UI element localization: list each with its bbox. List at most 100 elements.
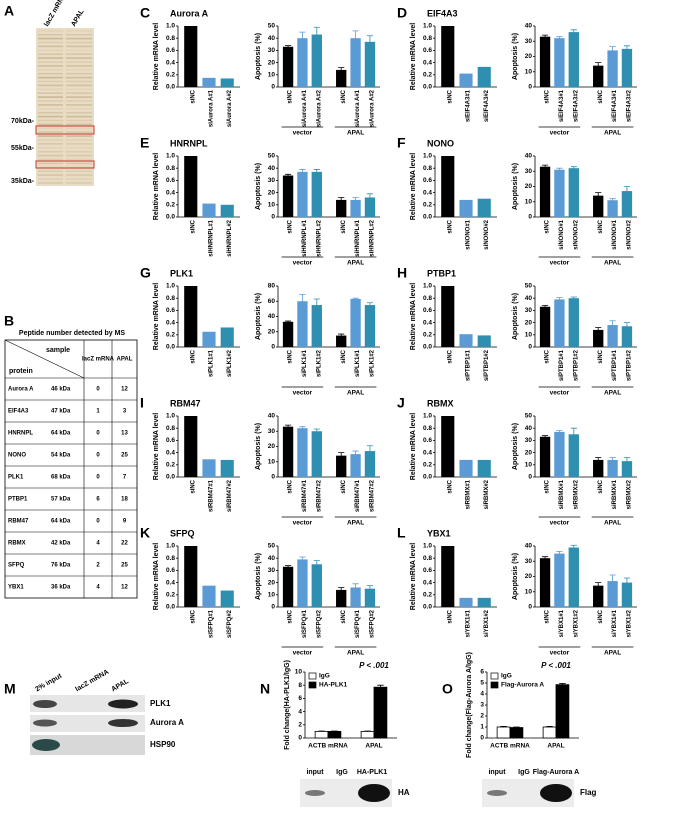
gel-band — [38, 178, 63, 180]
x-tick-label: siNC — [598, 609, 604, 623]
gel-band — [38, 84, 63, 87]
gel-band — [38, 92, 63, 94]
error-bar — [366, 445, 374, 457]
gel-band — [38, 119, 63, 122]
error-bar — [299, 293, 306, 309]
gel-band — [66, 154, 92, 157]
x-tick-label: siEIF4A3#1 — [559, 89, 565, 122]
bar — [220, 459, 234, 477]
y-tick-label: 0.0 — [423, 84, 432, 91]
bar — [539, 166, 551, 217]
error-bar — [318, 730, 325, 732]
x-tick-label: siPTBP1#1 — [559, 349, 565, 381]
x-tick-label: siPLK1#2 — [227, 349, 233, 377]
table-cell: PLK1 — [8, 475, 24, 481]
table-cell: 2 — [96, 563, 100, 569]
bar — [621, 582, 633, 607]
gel-band — [66, 139, 92, 141]
bar — [336, 69, 347, 87]
gel-band — [38, 72, 63, 75]
gel-band — [66, 135, 92, 137]
bar — [327, 731, 342, 739]
bar — [621, 461, 633, 477]
y-tick-label: 1.0 — [166, 153, 175, 160]
table-header: lacZ mRNA — [82, 357, 115, 363]
bar — [220, 327, 234, 347]
x-tick-label: siYBX1#1 — [612, 609, 618, 637]
legend-swatch — [490, 681, 499, 689]
error-bar — [623, 322, 631, 330]
bar — [282, 321, 294, 347]
x-tick-label: siPLK1#2 — [370, 349, 376, 377]
x-tick-label: siNC — [288, 349, 294, 363]
lane-label: APAL — [110, 678, 130, 694]
x-tick-label: siNC — [190, 89, 196, 103]
bar — [509, 727, 524, 739]
gel-band — [66, 100, 92, 102]
panel-label: A — [4, 3, 14, 19]
band — [487, 790, 507, 796]
table-cell: 36 kDa — [51, 585, 71, 591]
error-bar — [595, 192, 602, 199]
y-tick-label: 0.4 — [166, 319, 175, 326]
lane-label: lacZ mRNA — [74, 669, 110, 694]
bar — [477, 198, 491, 217]
error-bar — [284, 45, 292, 48]
bar — [554, 431, 565, 477]
bar — [314, 731, 329, 739]
bar — [350, 587, 361, 607]
x-tick-label: APAL — [365, 743, 382, 750]
gel-band — [66, 162, 92, 165]
error-bar — [299, 169, 306, 175]
y-tick-label: 0 — [528, 84, 532, 91]
legend-swatch — [308, 681, 317, 689]
gel-band — [66, 178, 92, 180]
table-cell: NONO — [8, 453, 26, 459]
y-tick-label: 10 — [525, 588, 533, 595]
error-bar — [352, 450, 359, 458]
x-tick-label: siNC — [598, 89, 604, 103]
bar — [364, 451, 376, 477]
table: sample protein lacZ mRNA APAL Aurora A 46 kDa… — [4, 339, 138, 599]
bar — [336, 589, 347, 607]
gel-band — [66, 150, 92, 153]
group-label: APAL — [604, 520, 621, 527]
bar — [336, 335, 347, 347]
table-cell: 9 — [123, 519, 127, 525]
panel-label: F — [397, 135, 406, 151]
x-tick-label: siAurora A#1 — [302, 89, 308, 127]
error-bar — [595, 582, 602, 589]
bar — [496, 726, 511, 739]
gel-band — [66, 96, 92, 98]
group-label: APAL — [347, 650, 364, 657]
error-bar — [570, 544, 577, 550]
y-tick-label: 0 — [271, 214, 275, 221]
y-tick-label: 40 — [525, 23, 533, 30]
bar — [202, 331, 216, 347]
lane-label: IgG — [336, 769, 348, 776]
bar — [350, 199, 361, 217]
group-label: APAL — [604, 260, 621, 267]
x-tick-label: siRBM47#2 — [227, 479, 233, 512]
y-tick-label: 30 — [525, 307, 533, 314]
error-bar — [556, 36, 563, 40]
chart-title: PTBP1 — [427, 268, 456, 278]
gel-band — [38, 108, 63, 110]
bar — [621, 48, 633, 87]
x-tick-label: siHNRNPL#1 — [302, 219, 308, 256]
gel-band — [38, 80, 63, 83]
table-diagonal — [4, 339, 85, 379]
x-tick-label: siNC — [598, 479, 604, 493]
y-axis-label: Apoptosis (%) — [255, 423, 262, 470]
y-tick-label: 10 — [525, 462, 533, 469]
y-tick-label: 0.8 — [166, 35, 175, 42]
bar — [459, 597, 473, 607]
table-cell: 47 kDa — [51, 409, 71, 415]
panel-label: C — [140, 5, 150, 21]
chart-title: PLK1 — [170, 268, 193, 278]
legend-label: Flag-Aurora A — [501, 682, 544, 689]
error-bar — [352, 197, 359, 203]
error-bar — [299, 556, 306, 562]
gel-band — [38, 33, 63, 36]
error-bar — [623, 186, 631, 196]
